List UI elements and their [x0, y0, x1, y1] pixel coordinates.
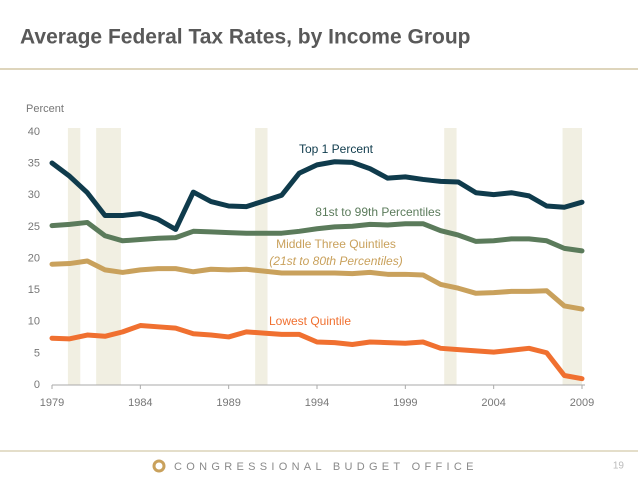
recession-band [255, 128, 268, 385]
x-tick-label: 1994 [305, 397, 329, 409]
series-label: Top 1 Percent [299, 142, 374, 156]
plot: 0 5 10 15 20 25 30 35 40 1979 1984 1989 1994 1999 2004… [28, 126, 594, 409]
y-tick-label: 15 [28, 284, 40, 296]
x-tick-label: 1989 [216, 397, 240, 409]
slide-title: Average Federal Tax Rates, by Income Gro… [20, 26, 471, 49]
logo [152, 459, 166, 473]
y-tick-label: 25 [28, 221, 40, 233]
footer-org: CONGRESSIONAL BUDGET OFFICE [174, 461, 478, 473]
y-tick-label: 20 [28, 252, 40, 264]
page-number: 19 [613, 461, 625, 472]
x-tick-label: 1979 [40, 397, 64, 409]
y-tick-label: 5 [34, 347, 40, 359]
y-tick-label: 0 [34, 379, 40, 391]
y-tick-label: 40 [28, 126, 40, 138]
recession-band [562, 128, 582, 385]
y-tick-label: 30 [28, 189, 40, 201]
recession-band [96, 128, 121, 385]
series-line [49, 323, 585, 382]
series-line [49, 219, 585, 254]
recession-band [67, 128, 81, 385]
x-tick-label: 1999 [393, 397, 417, 409]
series-line [49, 159, 585, 232]
recession-band [444, 128, 457, 385]
x-tick-label: 2009 [570, 397, 594, 409]
y-tick-label: 35 [28, 158, 40, 170]
x-tick-label: 1984 [128, 397, 152, 409]
y-tick-label: 10 [28, 316, 40, 328]
series-label: Lowest Quintile [269, 314, 351, 328]
series-line [49, 258, 585, 312]
series-sublabel: (21st to 80th Percentiles) [269, 254, 402, 268]
y-axis-label: Percent [26, 103, 64, 115]
series-label: Middle Three Quintiles [276, 237, 396, 251]
x-tick-label: 2004 [481, 397, 505, 409]
series-label: 81st to 99th Percentiles [315, 205, 440, 219]
